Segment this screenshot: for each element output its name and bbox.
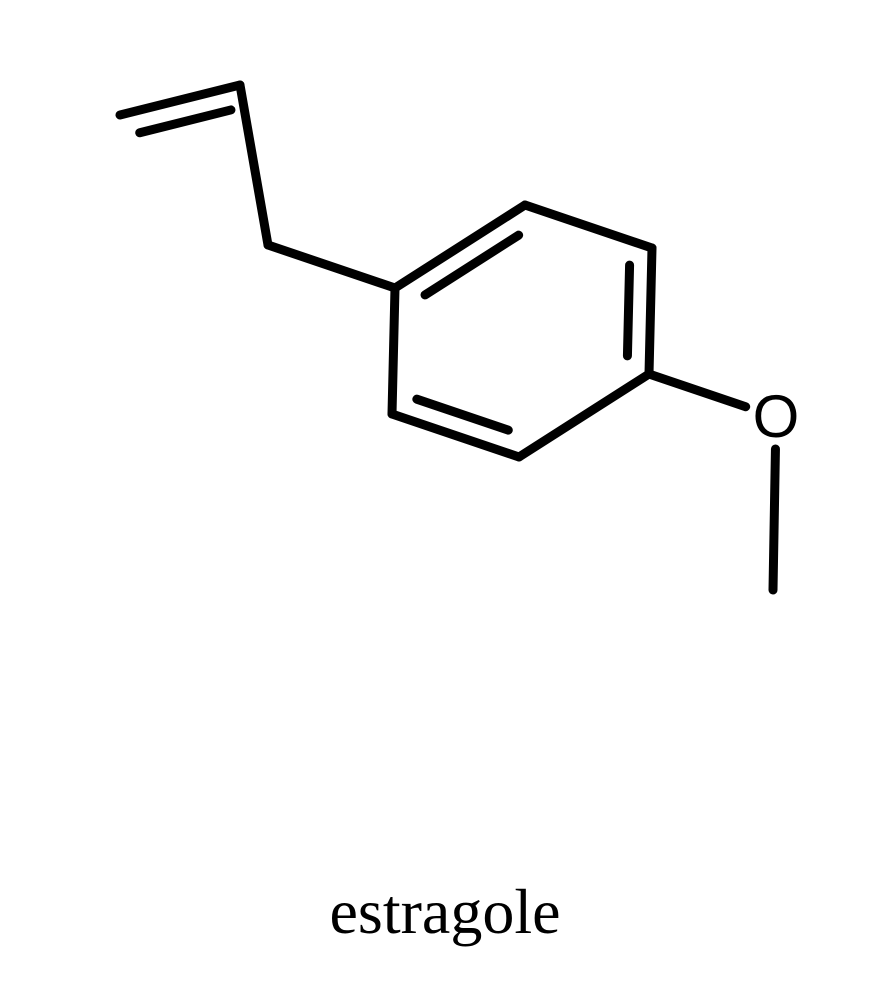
- molecule-diagram: [0, 0, 890, 1000]
- figure-canvas: estragole O: [0, 0, 890, 1000]
- compound-name-caption: estragole: [0, 875, 890, 949]
- atom-label-o: O: [753, 387, 800, 447]
